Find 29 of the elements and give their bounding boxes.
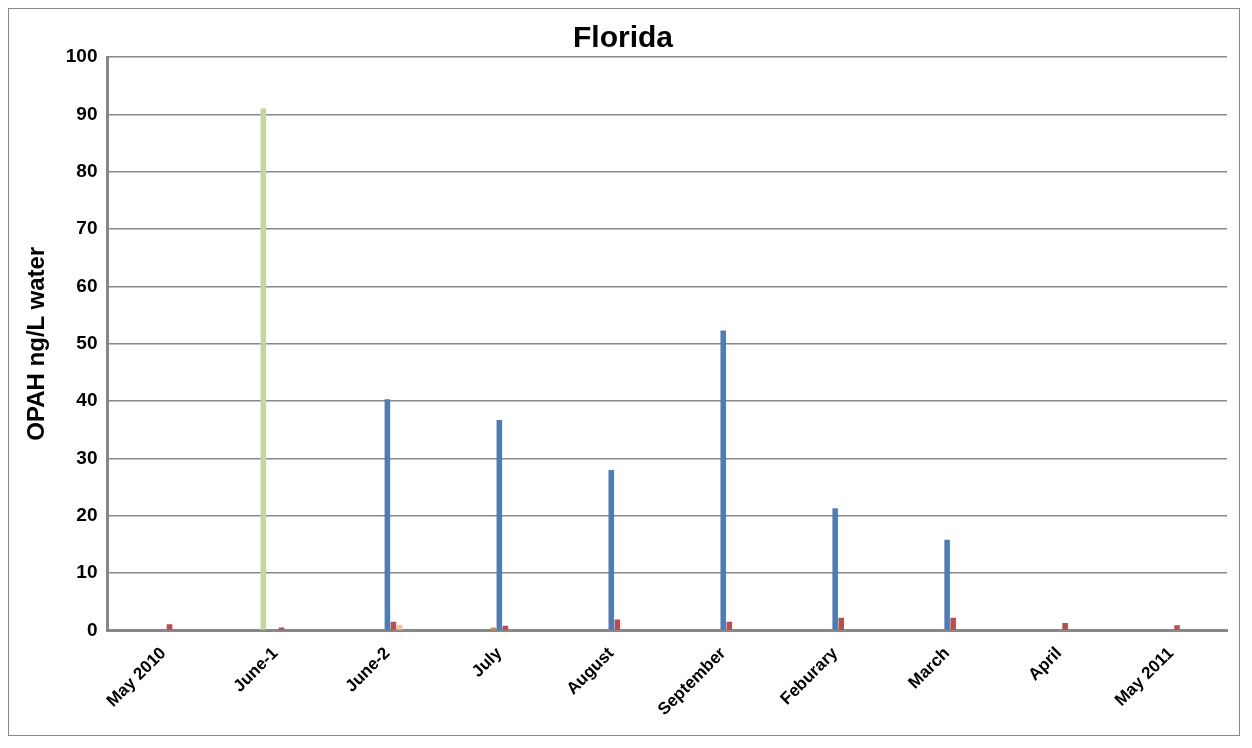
bar xyxy=(1062,622,1068,630)
bar xyxy=(390,621,397,630)
bar xyxy=(496,419,503,630)
y-tick-label: 40 xyxy=(76,389,98,411)
bar xyxy=(720,330,727,630)
y-tick-label: 50 xyxy=(76,331,98,353)
y-tick-label: 10 xyxy=(76,561,98,583)
y-axis-title: OPAH ng/L water xyxy=(22,246,50,441)
bar xyxy=(838,617,844,630)
bar xyxy=(384,399,391,630)
y-tick-label: 0 xyxy=(86,618,98,640)
bar xyxy=(502,625,509,630)
bar xyxy=(260,108,267,630)
y-tick-label: 90 xyxy=(76,102,98,124)
y-tick-label: 70 xyxy=(76,217,98,239)
y-tick-label: 80 xyxy=(76,159,98,181)
bar xyxy=(950,617,956,630)
bar xyxy=(608,469,615,630)
chart-title: Florida xyxy=(572,20,674,54)
bar xyxy=(490,627,497,630)
bar xyxy=(944,539,950,630)
bar xyxy=(166,624,173,630)
bar xyxy=(1174,625,1180,630)
y-tick-label: 100 xyxy=(65,45,98,67)
y-tick-label: 30 xyxy=(76,446,98,468)
bar xyxy=(726,621,733,630)
bar xyxy=(832,508,838,630)
y-tick-label: 20 xyxy=(76,503,98,525)
y-tick-label: 60 xyxy=(76,274,98,296)
